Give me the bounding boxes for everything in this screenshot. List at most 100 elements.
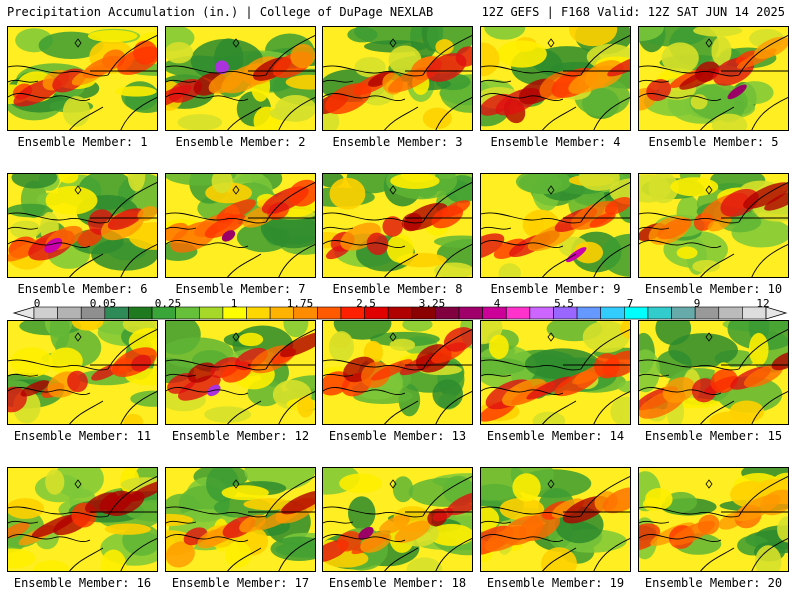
field-blob [512,473,541,502]
field-blob [221,230,236,242]
map-boundary [8,79,39,83]
ensemble-member-panel [165,320,316,425]
map-boundary [542,400,577,424]
ensemble-member-panel [638,320,789,425]
ensemble-member-panel [480,467,631,572]
map-boundary [639,240,722,248]
field-blob [366,232,389,256]
field-blob [481,506,500,532]
field-blob [62,96,91,127]
ensemble-member-panel [7,26,158,131]
field-blob [290,44,315,68]
precip-map [639,174,788,277]
map-boundary [435,390,472,424]
field-blob [670,177,719,197]
member-label: Ensemble Member: 14 [486,429,625,443]
map-boundary [8,534,91,542]
colorbar-tick-label: 0.05 [89,297,117,310]
map-boundary [593,96,630,130]
member-label: Ensemble Member: 19 [486,576,625,590]
ensemble-member-panel [638,467,789,572]
field-blob [8,498,44,519]
map-boundary [8,226,39,230]
map-boundary [232,38,240,48]
field-blob [573,241,604,264]
ensemble-member-panel [480,173,631,278]
member-label: Ensemble Member: 2 [175,135,306,149]
field-blob [446,491,472,516]
colorbar-segment [387,306,413,320]
map-boundary [323,93,406,101]
precipitation-colorbar [12,306,788,320]
map-boundary [323,520,354,524]
map-boundary [547,38,555,48]
field-blob [100,549,127,571]
map-boundary [323,212,424,224]
field-blob [107,208,144,231]
field-blob [166,41,194,64]
field-blob [358,526,374,540]
member-label: Ensemble Member: 7 [175,282,306,296]
map-boundary [547,479,555,489]
field-blob [526,376,572,400]
field-blob [525,348,600,380]
map-boundary [323,506,424,518]
field-blob [691,378,717,403]
field-blob [280,331,315,358]
map-boundary [481,373,512,377]
field-blob [668,333,738,368]
field-blob [370,359,413,381]
map-boundary [481,359,582,371]
colorbar-tick-label: 5.5 [554,297,574,310]
field-blob [20,380,50,397]
field-blob [711,113,748,130]
colorbar-segment [246,306,271,320]
precip-map [8,468,157,571]
map-boundary [323,387,406,395]
field-blob [127,174,146,192]
map-boundary [166,359,267,371]
field-blob [499,497,545,521]
map-boundary [593,537,630,571]
map-boundary [227,253,262,277]
map-boundary [481,226,512,230]
ensemble-member-panel [480,320,631,425]
ensemble-member-panel [322,26,473,131]
map-boundary [227,547,262,571]
field-blob [604,197,630,215]
colorbar-tick-label: 3.25 [418,297,446,310]
map-boundary [166,506,267,518]
field-blob [720,188,759,217]
field-blob [131,354,152,372]
precip-map [166,321,315,424]
map-boundary [435,243,472,277]
field-blob [221,485,269,501]
field-blob [288,179,315,207]
colorbar-arrow-right [765,306,788,320]
map-boundary [481,212,582,224]
member-label: Ensemble Member: 10 [644,282,783,296]
precip-map [8,321,157,424]
member-label: Ensemble Member: 9 [490,282,621,296]
map-boundary [435,537,472,571]
field-blob [488,334,509,360]
map-boundary [422,34,472,76]
field-blob [735,50,758,65]
map-boundary [107,181,157,223]
precip-map [639,321,788,424]
field-blob [8,386,27,413]
ensemble-member-panel [7,467,158,572]
map-boundary [278,390,315,424]
map-boundary [74,38,82,48]
precip-map [8,174,157,277]
map-boundary [323,65,424,77]
map-boundary [751,537,788,571]
field-blob [406,557,443,571]
field-blob [551,498,585,518]
field-blob [386,234,414,263]
ensemble-member-panel [7,320,158,425]
field-blob [328,331,354,363]
map-boundary [166,373,197,377]
map-boundary [8,506,109,518]
map-boundary [384,400,419,424]
